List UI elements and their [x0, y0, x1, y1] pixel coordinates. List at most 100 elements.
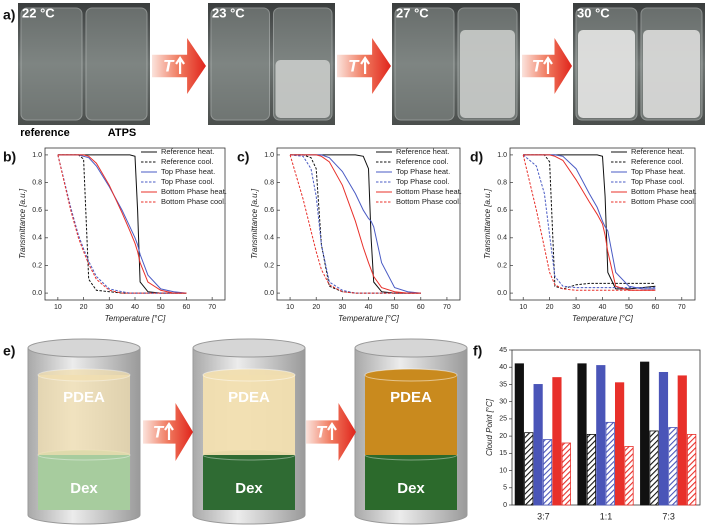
bar [577, 363, 587, 506]
x-tick-label: 20 [312, 304, 320, 311]
cylinder-rim [192, 338, 306, 358]
bar [542, 439, 553, 506]
x-tick-label: 50 [391, 304, 399, 311]
y-tick-label: 35 [499, 381, 507, 388]
x-tick-label: 1:1 [600, 511, 613, 521]
x-tick-label: 40 [599, 304, 607, 311]
y-tick-label: 5 [503, 485, 507, 492]
top-phase-label: PDEA [63, 389, 105, 406]
y-axis-label: Transmittance [a.u.] [483, 188, 492, 259]
heating-arrow: T [306, 403, 356, 461]
arrow-label: T [532, 56, 544, 75]
series-line [57, 154, 187, 294]
y-tick-label: 20 [499, 433, 507, 440]
bar [658, 371, 669, 506]
legend-label: Reference heat. [396, 147, 449, 156]
x-tick-label: 30 [105, 304, 113, 311]
y-tick-label: 25 [499, 416, 507, 423]
y-tick-label: 0.6 [497, 207, 507, 214]
x-tick-label: 30 [572, 304, 580, 311]
top-phase-label: PDEA [390, 389, 432, 406]
y-axis-label: Transmittance [a.u.] [250, 188, 259, 259]
y-tick-label: 0.0 [497, 290, 507, 297]
y-tick-label: 0.2 [497, 262, 507, 269]
x-tick-label: 10 [54, 304, 62, 311]
top-phase [203, 375, 295, 455]
y-tick-label: 0.8 [264, 179, 274, 186]
temperature-label: 27 °C [396, 5, 429, 20]
arrow-up-icon [327, 422, 337, 440]
vial [210, 7, 270, 121]
bar [649, 430, 659, 506]
x-tick-label: 60 [417, 304, 425, 311]
series-line [290, 154, 421, 294]
x-tick-label: 70 [208, 304, 216, 311]
y-tick-label: 0.2 [264, 262, 274, 269]
y-tick-label: 0.0 [264, 290, 274, 297]
y-tick-label: 1.0 [32, 152, 42, 159]
vial [20, 7, 83, 121]
x-axis-label: Temperature [°C] [105, 314, 166, 323]
bottom-phase-label: Dex [397, 480, 425, 497]
heating-arrow: T [143, 403, 193, 461]
x-tick-label: 40 [365, 304, 373, 311]
y-tick-label: 0.8 [32, 179, 42, 186]
x-tick-label: 30 [338, 304, 346, 311]
y-tick-label: 10 [499, 467, 507, 474]
bar [524, 432, 534, 506]
arrow-up-icon [175, 56, 185, 74]
bar [514, 363, 524, 506]
panel-label: b) [3, 149, 16, 165]
heating-arrow: T [152, 38, 206, 94]
panel-label: c) [237, 149, 249, 165]
legend-label: Top Phase heat. [396, 167, 450, 176]
bar [615, 382, 625, 506]
temperature-label: 30 °C [577, 5, 610, 20]
series-line [57, 154, 187, 294]
series-line [522, 154, 656, 289]
x-tick-label: 50 [625, 304, 633, 311]
legend-label: Top Phase cool. [631, 177, 684, 186]
y-tick-label: 0 [503, 502, 507, 509]
top-phase [365, 375, 457, 455]
legend-label: Bottom Phase heat. [396, 187, 462, 196]
bar [561, 442, 571, 506]
vial [394, 7, 455, 121]
series-line [522, 154, 656, 291]
y-tick-label: 0.4 [32, 235, 42, 242]
turbid-phase [643, 30, 700, 118]
x-axis-label: Temperature [°C] [572, 314, 633, 323]
legend-label: Top Phase cool. [161, 177, 214, 186]
bar [624, 446, 634, 506]
top-phase-surface [202, 368, 296, 382]
y-tick-label: 30 [499, 399, 507, 406]
y-tick-label: 40 [499, 364, 507, 371]
legend-label: Bottom Phase cool. [396, 197, 461, 206]
legend-label: Reference cool. [161, 157, 214, 166]
y-axis-label: Transmittance [a.u.] [18, 188, 27, 259]
legend-label: Bottom Phase heat. [161, 187, 227, 196]
bar [596, 365, 606, 506]
y-tick-label: 1.0 [264, 152, 274, 159]
y-tick-label: 0.4 [264, 235, 274, 242]
legend-label: Bottom Phase cool. [161, 197, 226, 206]
bar [533, 384, 543, 506]
legend-label: Bottom Phase heat. [631, 187, 697, 196]
heating-arrow: T [337, 38, 391, 94]
y-tick-label: 0.0 [32, 290, 42, 297]
bottom-phase-label: Dex [70, 480, 98, 497]
legend-label: Bottom Phase cool. [631, 197, 696, 206]
x-tick-label: 50 [157, 304, 165, 311]
x-tick-label: 7:3 [662, 511, 675, 521]
panel-label: f) [473, 343, 482, 359]
y-tick-label: 45 [499, 347, 507, 354]
bottom-phase-label: Dex [235, 480, 263, 497]
bar [640, 361, 650, 506]
bar [586, 433, 597, 506]
top-phase-label: PDEA [228, 389, 270, 406]
x-tick-label: 20 [546, 304, 554, 311]
panel-label: e) [3, 343, 15, 359]
top-phase-surface [37, 368, 131, 382]
temperature-label: 22 °C [22, 5, 55, 20]
y-tick-label: 15 [499, 450, 507, 457]
